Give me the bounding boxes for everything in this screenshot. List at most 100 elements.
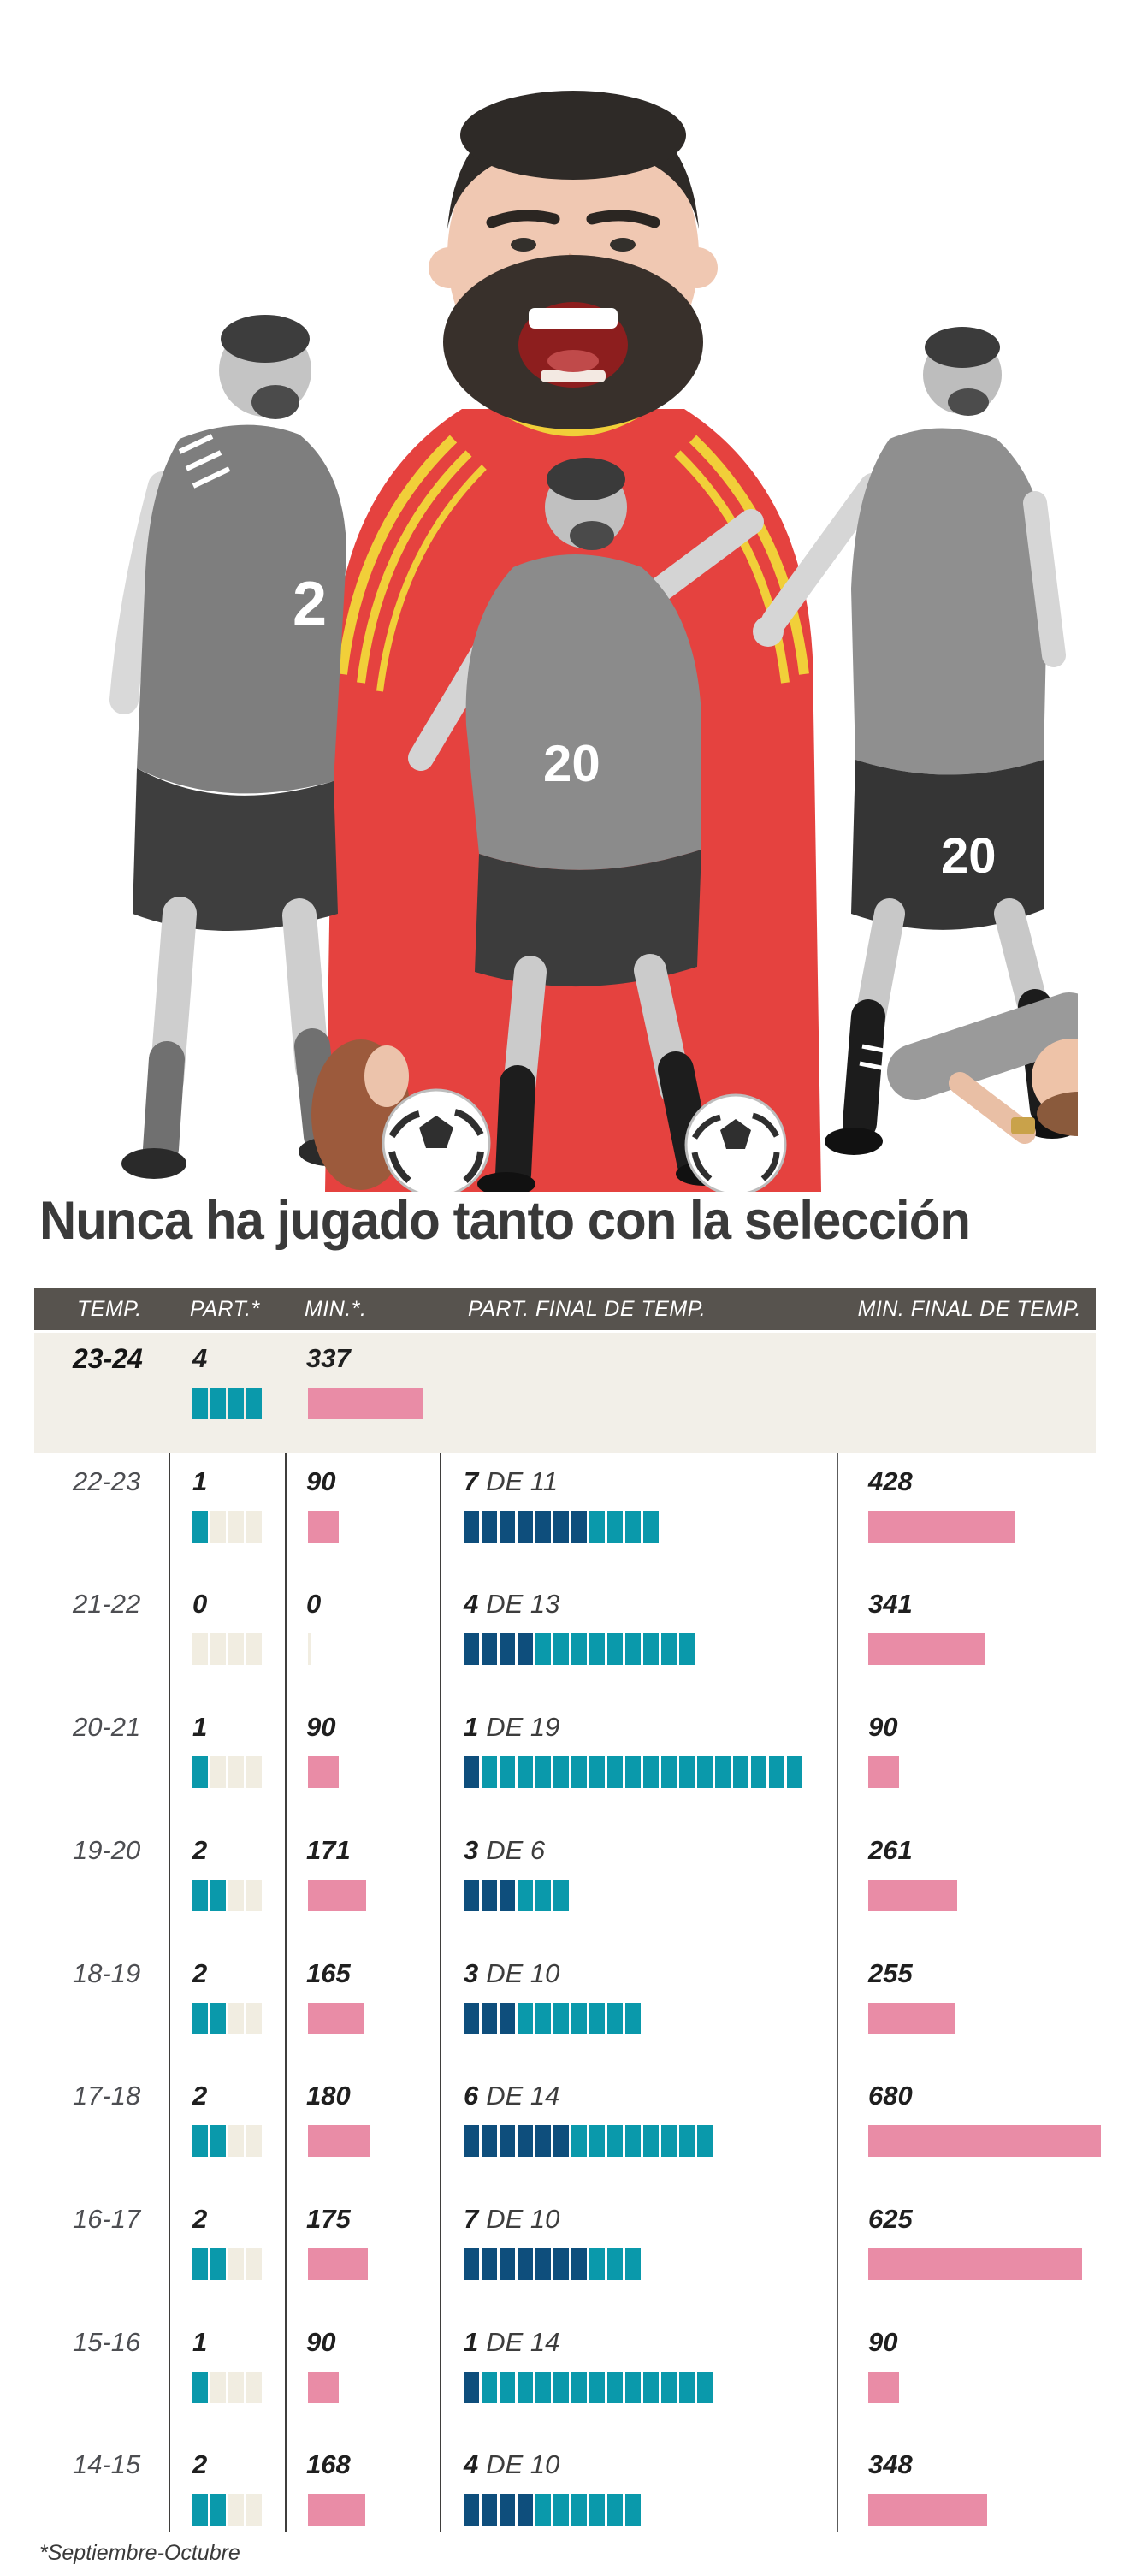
part-final-square — [500, 1511, 515, 1543]
part-square — [192, 1511, 208, 1543]
part-final-square — [733, 1756, 748, 1788]
part-final-value: 1 DE 19 — [464, 1712, 560, 1742]
collage-illustration: 2 20 — [109, 91, 1078, 1192]
part-final-square — [553, 1756, 569, 1788]
part-final-value: 6 DE 14 — [464, 2081, 560, 2111]
page-title: Nunca ha jugado tanto con la selección — [39, 1191, 971, 1251]
table-row: 17-18 2 180 6 DE 14 680 — [34, 2070, 1101, 2190]
min-value: 90 — [306, 1466, 336, 1496]
part-final-square — [715, 1756, 731, 1788]
part-final-square — [643, 2372, 659, 2403]
min-value: 165 — [306, 1958, 351, 1988]
season-label: 17-18 — [73, 2081, 141, 2111]
part-square — [246, 2125, 262, 2157]
min-final-bar — [868, 2125, 1101, 2157]
part-final-square — [518, 2494, 533, 2526]
part-final-square — [679, 2125, 695, 2157]
table-row: 15-16 1 90 1 DE 14 90 — [34, 2317, 1096, 2437]
part-final-square — [482, 1511, 497, 1543]
part-final-square — [518, 2003, 533, 2034]
part-final-square — [625, 2494, 641, 2526]
part-final-square — [607, 2372, 623, 2403]
part-square — [246, 1633, 262, 1665]
part-square — [210, 1633, 226, 1665]
part-square — [210, 2248, 226, 2280]
min-final-bar — [868, 2248, 1082, 2280]
part-final-square — [589, 1633, 605, 1665]
part-final-square — [500, 2372, 515, 2403]
part-final-square — [518, 2125, 533, 2157]
min-final-bar — [868, 1756, 899, 1788]
season-label: 15-16 — [73, 2327, 141, 2357]
min-value: 175 — [306, 2204, 351, 2234]
part-square — [246, 1511, 262, 1543]
part-final-square — [607, 1756, 623, 1788]
header-min-final: MIN. FINAL DE TEMP. — [857, 1297, 1081, 1321]
header-part-final: PART. FINAL DE TEMP. — [468, 1297, 707, 1321]
part-squares — [192, 2003, 262, 2034]
watch — [1011, 1117, 1035, 1134]
part-final-square — [464, 1880, 479, 1911]
part-square — [210, 1880, 226, 1911]
min-final-bar — [868, 2372, 899, 2403]
part-value: 2 — [192, 2204, 208, 2234]
part-final-square — [518, 1756, 533, 1788]
part-final-square — [571, 2125, 587, 2157]
part-final-squares — [464, 2125, 713, 2157]
part-final-square — [518, 1880, 533, 1911]
min-final-value: 261 — [868, 1835, 913, 1865]
part-final-square — [464, 2248, 479, 2280]
column-separator — [440, 1333, 441, 2532]
min-bar — [308, 2248, 368, 2280]
part-final-square — [518, 1633, 533, 1665]
part-value: 0 — [192, 1589, 208, 1619]
part-final-square — [518, 2248, 533, 2280]
part-square — [192, 1880, 208, 1911]
part-final-square — [500, 2494, 515, 2526]
part-square — [246, 1388, 262, 1419]
footnote: *Septiembre-Octubre — [39, 2541, 240, 2565]
part-final-square — [607, 2125, 623, 2157]
part-value: 1 — [192, 1466, 208, 1496]
part-final-square — [535, 2494, 551, 2526]
part-square — [192, 2372, 208, 2403]
part-final-square — [500, 2003, 515, 2034]
part-final-square — [787, 1756, 802, 1788]
min-final-value: 341 — [868, 1589, 913, 1619]
season-label: 14-15 — [73, 2449, 141, 2479]
part-final-square — [464, 1633, 479, 1665]
part-final-square — [661, 1756, 677, 1788]
min-final-value: 428 — [868, 1466, 913, 1496]
part-final-square — [589, 2372, 605, 2403]
part-square — [246, 1756, 262, 1788]
part-final-square — [589, 2003, 605, 2034]
part-final-square — [553, 2248, 569, 2280]
part-final-square — [679, 2372, 695, 2403]
part-square — [228, 2372, 244, 2403]
part-final-square — [625, 1511, 641, 1543]
part-final-square — [643, 1756, 659, 1788]
part-final-squares — [464, 2494, 641, 2526]
part-squares — [192, 2125, 262, 2157]
player-front: 20 — [408, 458, 764, 1192]
header-min: MIN.*. — [305, 1297, 367, 1321]
jersey-number-left: 2 — [293, 570, 327, 638]
part-squares — [192, 2372, 262, 2403]
part-final-square — [535, 1511, 551, 1543]
table-row: 22-23 1 90 7 DE 11 428 — [34, 1456, 1096, 1576]
part-final-square — [643, 2125, 659, 2157]
part-square — [210, 2494, 226, 2526]
part-final-square — [589, 2494, 605, 2526]
part-final-square — [571, 2494, 587, 2526]
min-bar — [308, 2003, 364, 2034]
part-final-square — [500, 1880, 515, 1911]
part-square — [246, 1880, 262, 1911]
min-final-bar — [868, 1511, 1015, 1543]
part-square — [228, 1511, 244, 1543]
min-final-bar — [868, 1633, 985, 1665]
season-label: 19-20 — [73, 1835, 141, 1865]
part-final-square — [589, 1756, 605, 1788]
part-squares — [192, 1756, 262, 1788]
part-final-square — [464, 1756, 479, 1788]
header-part: PART.* — [190, 1297, 260, 1321]
